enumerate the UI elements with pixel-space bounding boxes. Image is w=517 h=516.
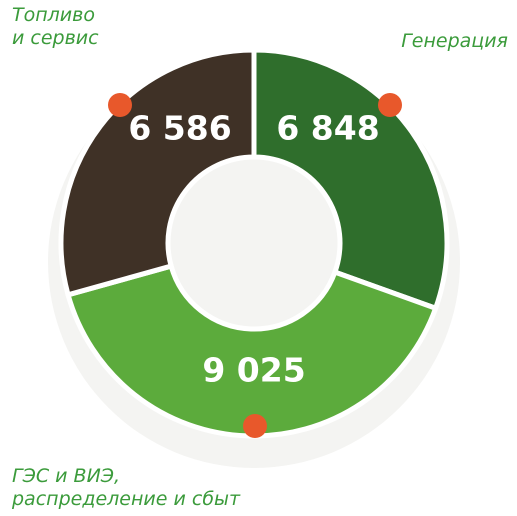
value-label: 6 848 <box>276 109 379 148</box>
category-label: Топливо и сервис <box>12 4 99 49</box>
category-label: Генерация <box>401 30 508 52</box>
marker-dot <box>243 414 267 438</box>
marker-dot <box>108 93 132 117</box>
value-label: 6 586 <box>128 109 231 148</box>
segment <box>251 47 450 312</box>
marker-dot <box>378 93 402 117</box>
segment <box>64 263 439 439</box>
category-label: ГЭС и ВИЭ, распределение и сбыт <box>12 465 241 510</box>
segment <box>58 47 257 298</box>
value-label: 9 025 <box>202 351 305 390</box>
